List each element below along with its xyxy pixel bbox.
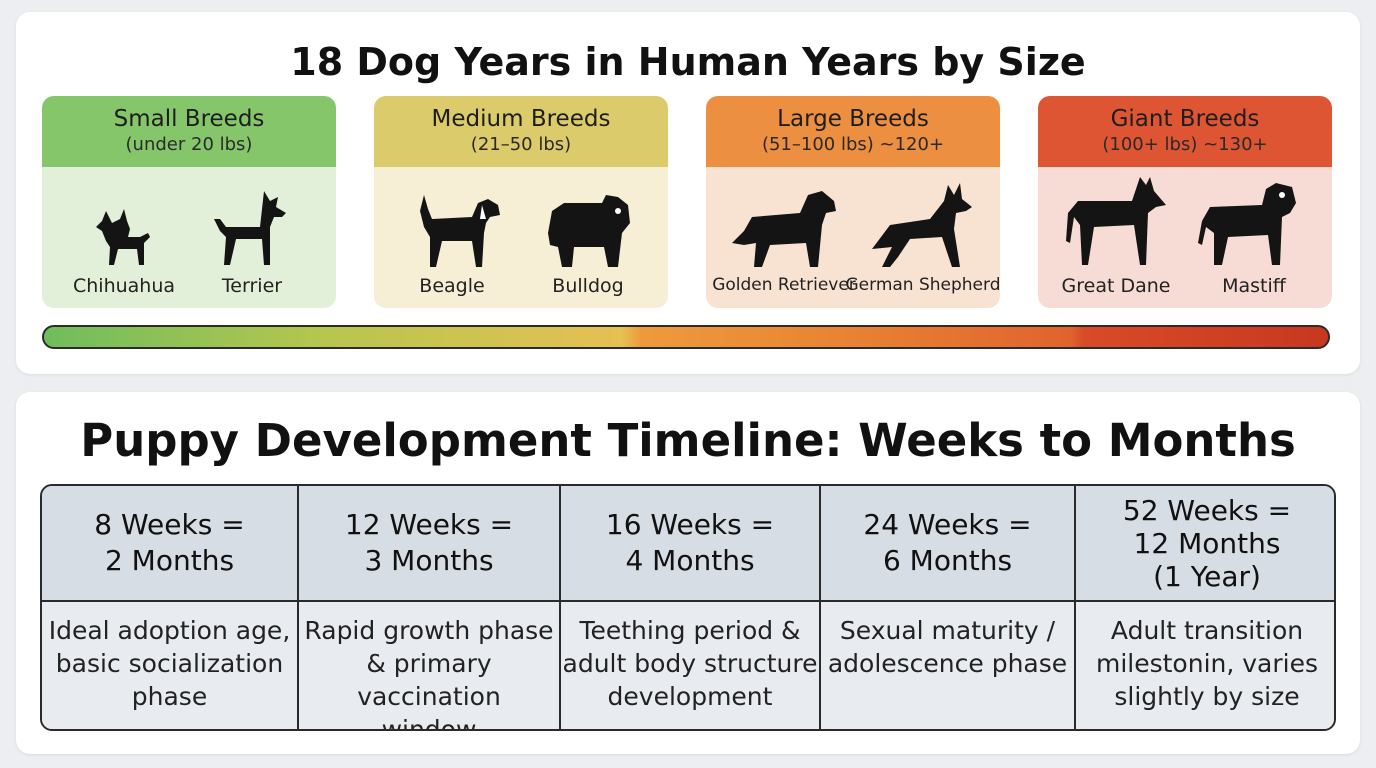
description-line: adolescence phase	[827, 649, 1068, 678]
card-header: Small Breeds (under 20 lbs)	[42, 96, 336, 167]
timeline-section-title: Puppy Development Timeline: Weeks to Mon…	[80, 414, 1296, 467]
card-body: Beagle Bulldog	[374, 167, 668, 308]
dog-label: Terrier	[221, 275, 283, 297]
size-gradient-bar	[42, 325, 1330, 349]
weeks-value: 8 Weeks =	[94, 508, 245, 541]
description-line: window	[381, 715, 477, 731]
dog-label: Mastiff	[1222, 275, 1286, 297]
german-shepherd-icon	[870, 179, 976, 267]
card-medium-breeds: Medium Breeds (21–50 lbs) Beagle Bulldog	[374, 96, 668, 308]
timeline-column: 8 Weeks = 2 Months Ideal adoption age, b…	[42, 486, 297, 729]
timeline-panel: Puppy Development Timeline: Weeks to Mon…	[16, 392, 1360, 754]
description-line: Rapid growth phase	[304, 616, 554, 645]
description-line: Teething period &	[579, 616, 801, 645]
timeline-column-description: Ideal adoption age, basic socialization …	[42, 602, 297, 729]
weeks-value: 12 Weeks =	[344, 508, 514, 541]
dog-label: Bulldog	[552, 275, 624, 297]
card-body: Golden Retriever German Shepherd	[706, 167, 1000, 308]
dog-label: Chihuahua	[72, 275, 176, 297]
description-line: slightly by size	[1114, 682, 1300, 711]
card-weight-range: (51–100 lbs) ~120+	[761, 134, 945, 155]
dog-label: German Shepherd	[845, 275, 1000, 295]
description-line: phase	[131, 682, 208, 711]
card-title: Medium Breeds	[431, 106, 611, 132]
card-small-breeds: Small Breeds (under 20 lbs) Chihuahua Te…	[42, 96, 336, 308]
dog-label: Golden Retriever	[712, 275, 856, 295]
size-panel: 18 Dog Years in Human Years by Size Smal…	[16, 12, 1360, 374]
months-value: 4 Months	[625, 544, 755, 577]
description-line: Ideal adoption age,	[48, 616, 291, 645]
card-weight-range: (21–50 lbs)	[470, 134, 572, 155]
timeline-column-header: 8 Weeks = 2 Months	[42, 486, 297, 602]
timeline-column-header: 24 Weeks = 6 Months	[821, 486, 1074, 602]
description-line: basic socialization	[55, 649, 284, 678]
months-value: 3 Months	[364, 544, 494, 577]
timeline-column: 16 Weeks = 4 Months Teething period & ad…	[559, 486, 819, 729]
timeline-column-description: Teething period & adult body structure d…	[561, 602, 819, 729]
description-line: development	[607, 682, 773, 711]
months-value: 6 Months	[882, 544, 1013, 577]
timeline-column: 52 Weeks = 12 Months (1 Year) Adult tran…	[1074, 486, 1334, 729]
months-note: (1 Year)	[1153, 559, 1261, 593]
timeline-column: 12 Weeks = 3 Months Rapid growth phase &…	[297, 486, 559, 729]
golden-retriever-icon	[730, 187, 840, 267]
description-line: Sexual maturity /	[839, 616, 1056, 645]
mastiff-icon	[1198, 179, 1300, 265]
timeline-column-description: Sexual maturity / adolescence phase	[821, 602, 1074, 729]
timeline-column-description: Rapid growth phase & primary vaccination…	[299, 602, 559, 729]
beagle-icon	[416, 193, 502, 267]
card-header: Large Breeds (51–100 lbs) ~120+	[706, 96, 1000, 167]
size-section-title: 18 Dog Years in Human Years by Size	[290, 40, 1086, 84]
timeline-column-header: 16 Weeks = 4 Months	[561, 486, 819, 602]
weeks-value: 16 Weeks =	[605, 508, 775, 541]
great-dane-icon	[1064, 173, 1168, 265]
description-line: adult body structure	[562, 649, 818, 678]
timeline-column: 24 Weeks = 6 Months Sexual maturity / ad…	[819, 486, 1074, 729]
chihuahua-icon	[94, 207, 156, 281]
terrier-icon	[212, 189, 292, 265]
card-body: Chihuahua Terrier	[42, 167, 336, 308]
card-title: Giant Breeds	[1110, 106, 1260, 132]
weeks-value: 52 Weeks =	[1122, 493, 1292, 527]
weeks-value: 24 Weeks =	[863, 508, 1032, 541]
card-weight-range: (100+ lbs) ~130+	[1102, 134, 1268, 155]
months-value: 2 Months	[104, 544, 235, 577]
card-large-breeds: Large Breeds (51–100 lbs) ~120+ Golden R…	[706, 96, 1000, 308]
description-line: Adult transition	[1110, 616, 1304, 645]
bulldog-icon	[544, 193, 634, 267]
dog-label: Beagle	[419, 275, 485, 297]
dog-label: Great Dane	[1061, 275, 1171, 297]
months-value: 12 Months	[1133, 526, 1281, 560]
card-giant-breeds: Giant Breeds (100+ lbs) ~130+ Great Dane…	[1038, 96, 1332, 308]
description-line: milestonin, varies	[1095, 649, 1319, 678]
card-header: Medium Breeds (21–50 lbs)	[374, 96, 668, 167]
card-weight-range: (under 20 lbs)	[125, 134, 253, 155]
timeline-column-header: 12 Weeks = 3 Months	[299, 486, 559, 602]
description-line: & primary vaccination	[357, 649, 501, 711]
card-title: Small Breeds	[113, 106, 265, 132]
timeline-column-description: Adult transition milestonin, varies slig…	[1076, 602, 1334, 729]
timeline-column-header: 52 Weeks = 12 Months (1 Year)	[1076, 486, 1334, 602]
timeline-table: 8 Weeks = 2 Months Ideal adoption age, b…	[40, 484, 1336, 731]
card-title: Large Breeds	[777, 106, 929, 132]
card-header: Giant Breeds (100+ lbs) ~130+	[1038, 96, 1332, 167]
card-body: Great Dane Mastiff	[1038, 167, 1332, 308]
